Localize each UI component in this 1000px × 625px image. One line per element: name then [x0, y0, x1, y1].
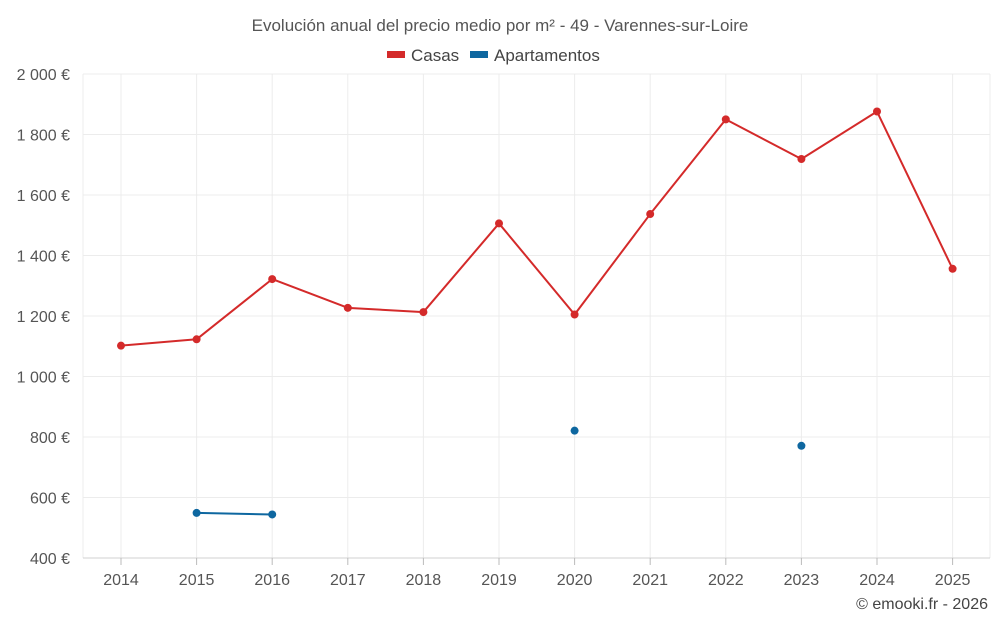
y-tick-label: 400 €: [30, 551, 70, 568]
gridlines: [82, 73, 991, 559]
y-tick-label: 1 400 €: [17, 249, 70, 266]
series-line-apartamentos: [196, 511, 273, 516]
data-point-apartamentos-2020[interactable]: [570, 426, 579, 435]
x-tick-label: 2021: [632, 572, 668, 589]
legend-label-casas: Casas: [411, 46, 459, 65]
x-tick-label: 2017: [330, 572, 366, 589]
legend-swatch-casas: [387, 51, 405, 58]
legend-item-apartamentos[interactable]: Apartamentos: [470, 46, 600, 65]
x-tick-label: 2019: [481, 572, 517, 589]
data-point-casas-2024[interactable]: [873, 107, 881, 116]
legend-swatch-apartamentos: [470, 51, 488, 58]
x-tick-label: 2014: [103, 572, 139, 589]
legend-label-apartamentos: Apartamentos: [494, 46, 600, 65]
chart-title: Evolución anual del precio medio por m² …: [252, 16, 749, 35]
x-tick-label: 2025: [935, 572, 971, 589]
y-tick-label: 1 200 €: [17, 309, 70, 326]
axes: 400 € 600 € 800 € 1 000 € 1 200 € 1 400 € 1 60…: [17, 67, 990, 589]
x-tick-label: 2020: [557, 572, 593, 589]
data-point-apartamentos-2016[interactable]: [268, 510, 277, 519]
legend: Casas Apartamentos: [387, 46, 600, 65]
data-point-casas-2017[interactable]: [343, 303, 352, 312]
y-tick-label: 600 €: [30, 491, 70, 508]
x-tick-label: 2022: [708, 572, 744, 589]
y-tick-label: 1 600 €: [17, 188, 70, 205]
data-point-casas-2022[interactable]: [721, 115, 730, 124]
data-point-casas-2018[interactable]: [419, 308, 428, 317]
x-tick-label: 2016: [254, 572, 290, 589]
data-point-casas-2014[interactable]: [117, 341, 125, 350]
y-tick-label: 800 €: [30, 430, 70, 447]
y-tick-label: 2 000 €: [17, 67, 70, 84]
data-point-casas-2016[interactable]: [268, 275, 277, 284]
series-casas: [117, 107, 957, 350]
series: [117, 107, 957, 519]
x-tick-label: 2024: [859, 572, 895, 589]
data-point-apartamentos-2023[interactable]: [797, 441, 806, 450]
legend-item-casas[interactable]: Casas: [387, 46, 459, 65]
x-tick-label: 2023: [784, 572, 820, 589]
series-apartamentos: [192, 426, 806, 519]
y-tick-label: 1 800 €: [17, 128, 70, 145]
data-point-apartamentos-2015[interactable]: [192, 508, 201, 517]
data-point-casas-2019[interactable]: [495, 219, 503, 228]
x-tick-label: 2018: [406, 572, 442, 589]
data-point-casas-2023[interactable]: [797, 155, 806, 164]
data-point-casas-2020[interactable]: [570, 310, 579, 319]
series-line-casas: [120, 110, 954, 347]
data-point-casas-2025[interactable]: [948, 264, 957, 273]
y-tick-label: 1 000 €: [17, 370, 70, 387]
data-point-casas-2021[interactable]: [646, 210, 655, 219]
credit-text: © emooki.fr - 2026: [856, 596, 988, 613]
data-point-casas-2015[interactable]: [192, 335, 201, 344]
x-tick-label: 2015: [179, 572, 215, 589]
